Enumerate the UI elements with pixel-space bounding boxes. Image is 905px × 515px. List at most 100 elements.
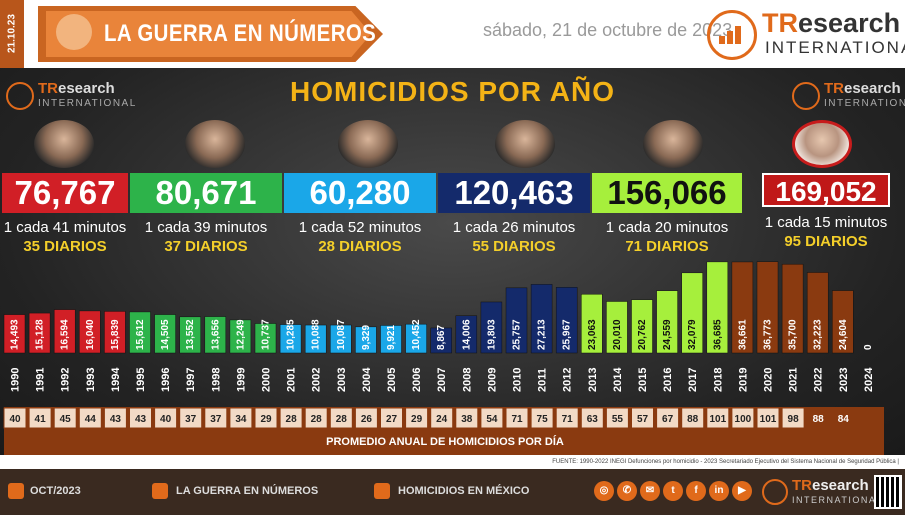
phone-icon[interactable]: ✆ <box>617 481 637 501</box>
daily-value-2007: 24 <box>436 414 448 425</box>
bar-2017 <box>681 272 703 354</box>
watermark-circle-icon <box>792 82 820 110</box>
year-label-2011: 2011 <box>537 368 549 392</box>
title-ribbon-inner <box>46 11 371 57</box>
year-label-2012: 2012 <box>562 368 574 392</box>
daily-cell-2003 <box>329 407 353 429</box>
value-label-2020: 36,773 <box>763 319 774 350</box>
value-label-2006: 10,452 <box>411 319 422 350</box>
youtube-icon[interactable]: ▶ <box>732 481 752 501</box>
email-icon[interactable]: ✉ <box>640 481 660 501</box>
header-date: sábado, 21 de octubre de 2023 <box>483 20 733 40</box>
daily-value-2017: 88 <box>687 414 699 425</box>
logo-circle-icon <box>707 10 757 60</box>
bar-1990 <box>3 314 26 354</box>
daily-cell-2005 <box>380 407 403 429</box>
daily-cell-2023 <box>831 407 855 429</box>
daily-value-1995: 43 <box>135 414 147 425</box>
year-label-2003: 2003 <box>336 368 348 392</box>
bar-2011 <box>530 284 553 354</box>
footer-logo-subtitle: INTERNATIONAL <box>792 495 883 505</box>
rate-text-2: 1 cada 39 minutos <box>144 219 268 236</box>
value-label-1995: 15,612 <box>135 319 146 350</box>
daily-value-2021: 98 <box>788 414 800 425</box>
daily-cell-1999 <box>229 407 253 429</box>
daily-cell-1997 <box>179 407 203 429</box>
year-label-2022: 2022 <box>813 368 825 392</box>
daily-cell-2011 <box>530 407 554 429</box>
daily-value-2014: 55 <box>612 414 624 425</box>
year-label-2020: 2020 <box>763 368 775 392</box>
twitter-icon[interactable]: t <box>663 481 683 501</box>
bar-2015 <box>631 299 653 354</box>
daily-cell-1993 <box>78 407 102 429</box>
total-box-3: 60,280 <box>284 173 436 213</box>
daily-cell-1994 <box>103 407 127 429</box>
daily-cell-2000 <box>254 407 278 429</box>
year-label-2017: 2017 <box>687 368 699 392</box>
value-label-1994: 15,839 <box>110 319 121 350</box>
tresearch-logo: TResearch INTERNATIONAL <box>707 8 905 62</box>
daily-cell-2017 <box>681 407 705 429</box>
facebook-icon[interactable]: f <box>686 481 706 501</box>
year-label-2008: 2008 <box>461 368 473 392</box>
value-label-2016: 24,559 <box>662 319 673 350</box>
daily-value-1998: 37 <box>210 414 222 425</box>
daily-cell-1998 <box>204 407 228 429</box>
calendar-icon <box>8 483 24 499</box>
footer-logo: TResearch INTERNATIONAL <box>762 477 881 511</box>
bar-1994 <box>104 311 126 354</box>
total-box-5: 156,066 <box>592 173 742 213</box>
daily-value-1997: 37 <box>185 414 197 425</box>
year-label-2014: 2014 <box>612 367 624 392</box>
daily-value-2000: 29 <box>260 414 272 425</box>
year-label-2013: 2013 <box>587 368 599 392</box>
daily-text-1: 35 DIARIOS <box>23 238 107 255</box>
daily-value-2001: 28 <box>286 414 298 425</box>
year-label-2019: 2019 <box>737 368 749 392</box>
year-label-2002: 2002 <box>311 368 323 392</box>
year-label-2018: 2018 <box>712 368 724 392</box>
daily-text-3: 28 DIARIOS <box>318 238 402 255</box>
value-label-2011: 27,213 <box>537 319 548 350</box>
daily-value-2005: 27 <box>386 414 398 425</box>
daily-value-2011: 75 <box>537 414 549 425</box>
year-label-1994: 1994 <box>110 367 122 392</box>
bar-2007 <box>430 327 452 354</box>
daily-cell-2007 <box>430 407 454 429</box>
qr-code[interactable] <box>874 475 902 509</box>
value-label-1999: 12,249 <box>235 319 246 350</box>
daily-value-1992: 45 <box>60 414 72 425</box>
daily-value-2019: 100 <box>735 414 752 425</box>
value-label-2018: 36,685 <box>712 319 723 350</box>
footer-date: OCT/2023 <box>30 485 81 497</box>
year-label-1995: 1995 <box>135 368 147 392</box>
web-icon[interactable]: ◎ <box>594 481 614 501</box>
daily-cell-2013 <box>580 407 604 429</box>
daily-cell-1995 <box>129 407 152 429</box>
value-label-2008: 14,006 <box>461 319 472 350</box>
year-label-2007: 2007 <box>436 368 448 392</box>
daily-text-5: 71 DIARIOS <box>625 238 709 255</box>
bar-1999 <box>229 319 252 354</box>
daily-value-2004: 26 <box>361 414 373 425</box>
president-photo-2 <box>185 120 245 168</box>
daily-cell-2022 <box>806 407 830 429</box>
value-label-1996: 14,505 <box>160 319 171 350</box>
daily-average-label: PROMEDIO ANUAL DE HOMICIDIOS POR DÍA <box>326 435 564 448</box>
chart-title: HOMICIDIOS POR AÑO <box>290 76 615 107</box>
value-label-2004: 9,329 <box>361 325 372 350</box>
linkedin-icon[interactable]: in <box>709 481 729 501</box>
rate-text-6: 1 cada 15 minutos <box>764 214 888 231</box>
president-photo-5 <box>643 120 703 168</box>
year-label-2001: 2001 <box>286 368 298 392</box>
year-label-2009: 2009 <box>486 368 498 392</box>
daily-value-1996: 40 <box>160 414 172 425</box>
value-label-2000: 10,737 <box>261 319 272 350</box>
main-panel: HOMICIDIOS POR AÑO TResearch INTERNATION… <box>0 68 905 455</box>
footer-series-name: LA GUERRA EN NÚMEROS <box>176 485 319 497</box>
year-label-1998: 1998 <box>210 368 222 392</box>
daily-value-2003: 28 <box>336 414 348 425</box>
year-label-1991: 1991 <box>35 368 47 392</box>
year-label-1992: 1992 <box>60 368 72 392</box>
